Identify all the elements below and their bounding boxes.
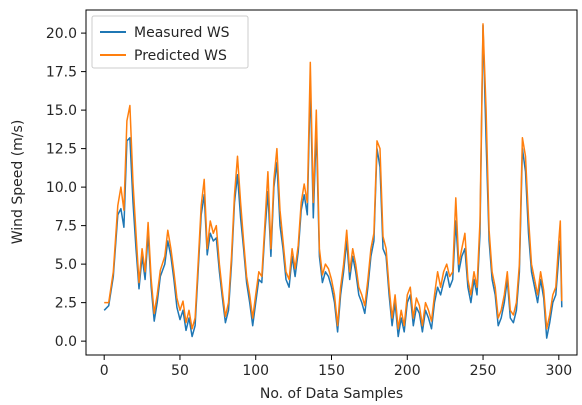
x-tick-label: 300 xyxy=(545,363,572,379)
y-tick-label: 7.5 xyxy=(55,219,77,235)
plot-layer xyxy=(103,23,563,339)
series-line-measured-ws xyxy=(103,24,563,339)
x-tick-label: 100 xyxy=(242,363,269,379)
y-axis-ticks: 0.0 2.5 5.0 7.5 10.0 12.5 15.0 17.5 20.0 xyxy=(46,26,86,350)
series-line-predicted-ws xyxy=(104,23,563,330)
legend-label-predicted: Predicted WS xyxy=(134,48,227,64)
legend-box xyxy=(91,15,249,69)
y-tick-label: 20.0 xyxy=(46,26,77,42)
x-tick-label: 250 xyxy=(470,363,497,379)
y-tick-label: 0.0 xyxy=(55,334,77,350)
legend-label-measured: Measured WS xyxy=(134,25,230,41)
x-axis-ticks: 0 50 100 150 200 250 300 xyxy=(100,355,572,379)
y-tick-label: 17.5 xyxy=(46,65,77,81)
y-axis-label: Wind Speed (m/s) xyxy=(10,120,26,245)
legend: Measured WS Predicted WS xyxy=(91,15,249,69)
y-tick-label: 12.5 xyxy=(46,142,77,158)
y-tick-label: 5.0 xyxy=(55,257,77,273)
x-axis-label: No. of Data Samples xyxy=(260,386,403,402)
y-tick-label: 15.0 xyxy=(46,103,77,119)
x-tick-label: 0 xyxy=(100,363,109,379)
y-tick-label: 10.0 xyxy=(46,180,77,196)
x-tick-label: 150 xyxy=(318,363,345,379)
x-tick-label: 50 xyxy=(171,363,189,379)
y-tick-label: 2.5 xyxy=(55,296,77,312)
x-tick-label: 200 xyxy=(394,363,421,379)
